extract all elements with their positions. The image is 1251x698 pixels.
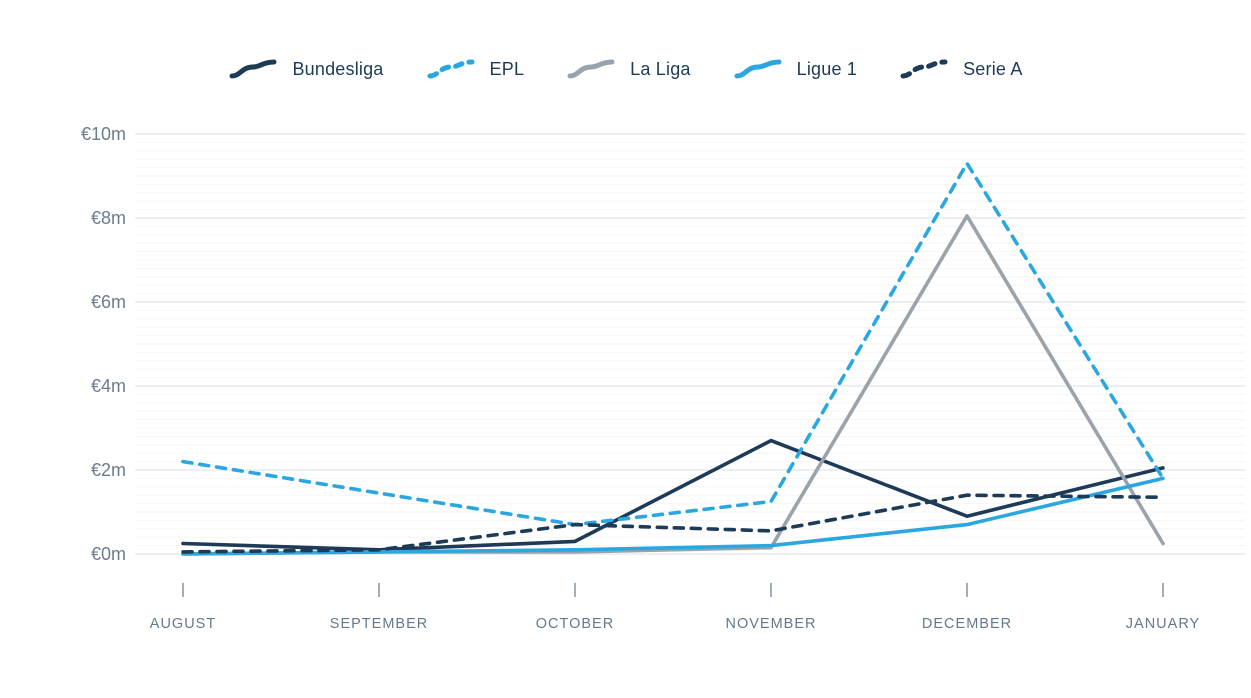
x-axis-month-label-december: DECEMBER — [922, 616, 1012, 632]
legend-swatch-epl-icon — [427, 59, 475, 79]
y-axis-tick-label: €4m — [91, 376, 126, 396]
y-axis-tick-label: €10m — [81, 124, 126, 144]
legend-swatch-ligue-1-icon — [734, 59, 782, 79]
x-axis-month-label-september: SEPTEMBER — [330, 616, 428, 632]
x-axis-month-label-october: OCTOBER — [536, 616, 614, 632]
legend-item-bundesliga[interactable]: Bundesliga — [228, 56, 383, 82]
legend-line-sample — [567, 59, 615, 79]
series-line-bundesliga[interactable] — [181, 438, 1165, 552]
legend-label: Bundesliga — [292, 58, 384, 79]
x-axis: AUGUST SEPTEMBER OCTOBER NOVEMBER DECEMBER JA… — [150, 583, 1200, 632]
x-axis-month-label-november: NOVEMBER — [726, 616, 817, 632]
legend-line-sample — [900, 59, 948, 79]
legend-line-sample — [734, 59, 782, 79]
legend-label: La Liga — [630, 58, 691, 79]
legend-line-sample — [229, 59, 277, 79]
chart-legend: Bundesliga EPL La Liga Ligue 1 Serie A — [0, 56, 1251, 82]
series-line-serie-a[interactable] — [181, 493, 1165, 554]
series-line-ligue-1[interactable] — [181, 476, 1165, 556]
legend-item-serie-a[interactable]: Serie A — [899, 56, 1022, 82]
legend-swatch-bundesliga-icon — [229, 59, 277, 79]
legend-label: EPL — [489, 58, 525, 79]
legend-label: Serie A — [963, 58, 1023, 79]
y-axis-labels: €10m €8m €6m €4m €2m €0m — [81, 124, 126, 564]
legend-swatch-serie-a-icon — [900, 59, 948, 79]
legend-item-ligue-1[interactable]: Ligue 1 — [733, 56, 857, 82]
y-axis-tick-label: €6m — [91, 292, 126, 312]
legend-item-la-liga[interactable]: La Liga — [566, 56, 690, 82]
x-axis-month-label-january: JANUARY — [1126, 616, 1200, 632]
y-axis-tick-label: €0m — [91, 544, 126, 564]
y-axis-tick-label: €8m — [91, 208, 126, 228]
legend-label: Ligue 1 — [796, 58, 858, 79]
legend-item-epl[interactable]: EPL — [426, 56, 525, 82]
y-axis-tick-label: €2m — [91, 460, 126, 480]
legend-line-sample — [427, 59, 475, 79]
series-line-epl[interactable] — [181, 161, 1165, 527]
legend-swatch-la-liga-icon — [567, 59, 615, 79]
x-axis-month-label-august: AUGUST — [150, 616, 216, 632]
